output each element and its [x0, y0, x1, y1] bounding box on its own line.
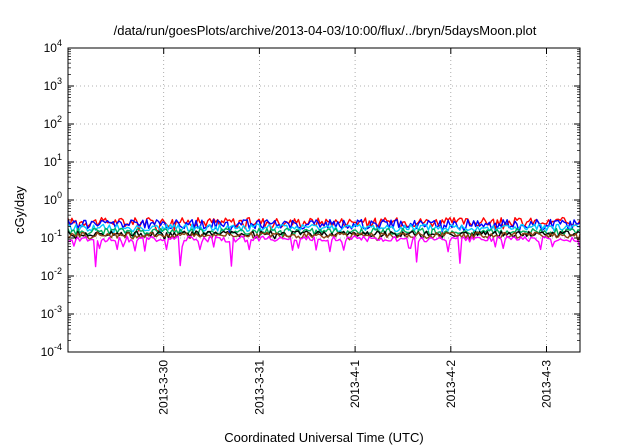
y-tick-label: 103 — [44, 76, 62, 93]
y-tick-label: 100 — [44, 190, 62, 207]
x-tick-label: 2013-4-3 — [540, 360, 554, 408]
x-ticks: 2013-3-30 2013-3-31 2013-4-1 2013-4-2 2013-4… — [157, 48, 554, 415]
y-tick-label: 10-3 — [41, 304, 62, 321]
chart-title: /data/run/goesPlots/archive/2013-04-03/1… — [114, 23, 537, 38]
x-axis-label: Coordinated Universal Time (UTC) — [224, 430, 423, 445]
series-layer — [67, 216, 581, 268]
y-ticks: 10-4 10-3 10-2 10-1 100 101 102 103 104 — [41, 38, 580, 359]
series-line — [67, 223, 581, 236]
y-tick-label: 102 — [44, 114, 62, 131]
y-tick-label: 10-4 — [41, 342, 62, 359]
series-line — [67, 235, 581, 268]
x-tick-label: 2013-4-2 — [444, 360, 458, 408]
x-tick-label: 2013-3-31 — [252, 360, 266, 415]
x-tick-label: 2013-4-1 — [348, 360, 362, 408]
series-line — [67, 231, 581, 242]
series-line — [67, 218, 581, 234]
x-tick-label: 2013-3-30 — [157, 360, 171, 415]
y-axis-label: cGy/day — [12, 186, 27, 234]
y-tick-label: 10-2 — [41, 266, 62, 283]
grid — [68, 48, 580, 352]
y-tick-label: 104 — [44, 38, 62, 55]
y-tick-label: 10-1 — [41, 228, 62, 245]
y-tick-label: 101 — [44, 152, 62, 169]
